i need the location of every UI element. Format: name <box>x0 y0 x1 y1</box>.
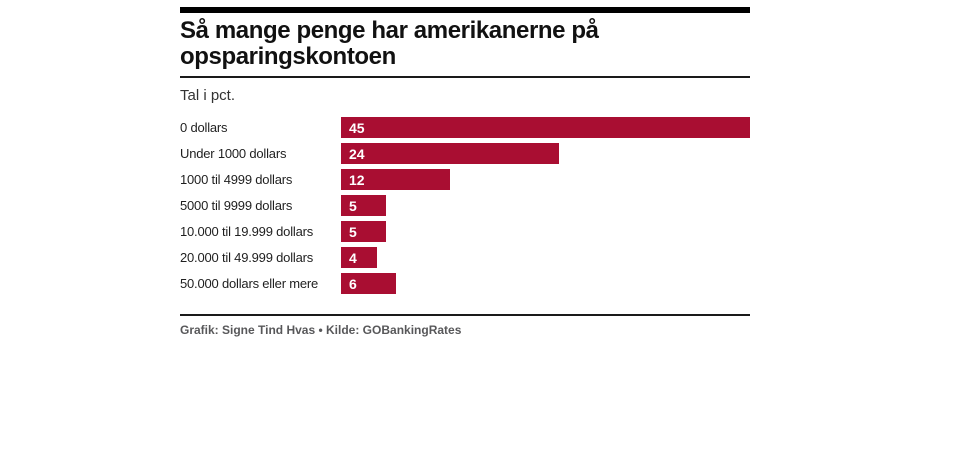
top-accent-bar <box>180 7 750 13</box>
bar-value: 45 <box>349 119 365 136</box>
chart-row: 10.000 til 19.999 dollars 5 <box>180 221 750 242</box>
bar-area: 4 <box>341 247 750 268</box>
chart-row: 5000 til 9999 dollars 5 <box>180 195 750 216</box>
bar-value: 24 <box>349 145 365 162</box>
bar-value: 12 <box>349 171 365 188</box>
bar-value: 5 <box>349 223 357 240</box>
bar-label: 0 dollars <box>180 120 228 135</box>
bar-area: 5 <box>341 221 750 242</box>
chart-row: 1000 til 4999 dollars 12 <box>180 169 750 190</box>
bar: 5 <box>341 221 387 242</box>
bar: 45 <box>341 117 750 138</box>
chart-graphic: Så mange penge har amerikanerne på opspa… <box>180 7 750 337</box>
bar: 24 <box>341 143 560 164</box>
bar-area: 5 <box>341 195 750 216</box>
chart-row: 50.000 dollars eller mere 6 <box>180 273 750 294</box>
bar: 6 <box>341 273 396 294</box>
bar-label: 5000 til 9999 dollars <box>180 198 293 213</box>
title-divider <box>180 76 750 78</box>
chart-row: 20.000 til 49.999 dollars 4 <box>180 247 750 268</box>
bar-value: 5 <box>349 197 357 214</box>
bar-area: 45 <box>341 117 750 138</box>
bar-area: 24 <box>341 143 750 164</box>
bar: 12 <box>341 169 451 190</box>
chart-subtitle: Tal i pct. <box>180 87 236 104</box>
bar-value: 4 <box>349 249 357 266</box>
chart-title: Så mange penge har amerikanerne på opspa… <box>180 17 599 70</box>
chart-row: Under 1000 dollars 24 <box>180 143 750 164</box>
bar-label: 10.000 til 19.999 dollars <box>180 224 314 239</box>
bar-label: 20.000 til 49.999 dollars <box>180 250 314 265</box>
bar-area: 12 <box>341 169 750 190</box>
chart-row: 0 dollars 45 <box>180 117 750 138</box>
footer-divider <box>180 314 750 316</box>
bar-label: 1000 til 4999 dollars <box>180 172 293 187</box>
bar: 4 <box>341 247 378 268</box>
bar-value: 6 <box>349 275 357 292</box>
bar-chart: 0 dollars 45 Under 1000 dollars 24 1000 til … <box>180 117 750 294</box>
bar-label: 50.000 dollars eller mere <box>180 276 319 291</box>
bar-area: 6 <box>341 273 750 294</box>
bar: 5 <box>341 195 387 216</box>
bar-label: Under 1000 dollars <box>180 146 287 161</box>
credit-line: Grafik: Signe Tind Hvas • Kilde: GOBanki… <box>180 323 462 337</box>
